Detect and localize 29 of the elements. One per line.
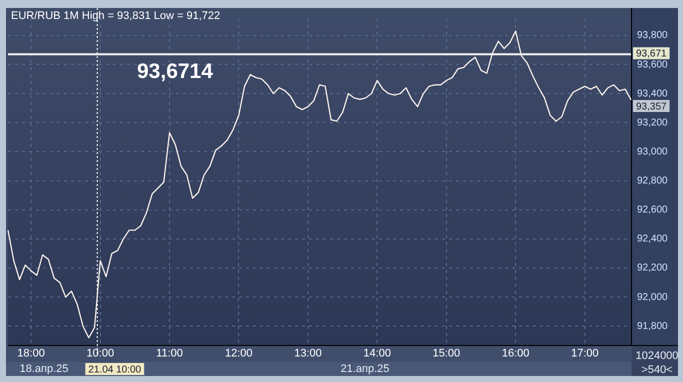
y-tick-label: 92,800: [637, 176, 668, 187]
x-tick-label: 18:00: [17, 348, 45, 360]
y-tick-label: 92,600: [637, 204, 668, 216]
y-tick-label: 91,800: [637, 320, 668, 332]
y-tick-label: 93,600: [637, 59, 668, 70]
x-tick-label: 16:00: [502, 348, 530, 360]
x-tick-label: 11:00: [156, 348, 183, 360]
ref-line-label: 21.04 10:00: [88, 364, 142, 376]
text: >540<: [641, 364, 673, 376]
ref-line-label: 93,671: [636, 48, 668, 60]
x-tick-label: 14:00: [363, 348, 391, 360]
x-tick-label: 15:00: [432, 348, 460, 360]
y-tick-label: 93,400: [637, 88, 668, 100]
x-tick-label: 12:00: [224, 348, 253, 360]
annotation: 93,6714: [137, 60, 214, 83]
text: 21.апр.25: [340, 363, 390, 376]
x-tick-label: 10:00: [86, 348, 114, 360]
y-tick-label: 93,000: [637, 146, 668, 158]
y-tick-label: 93,200: [637, 117, 668, 128]
text: 1024000: [636, 350, 678, 362]
x-tick-label: 17:00: [571, 348, 599, 360]
x-tick-label: 13:00: [294, 348, 322, 360]
text: 18.апр.25: [20, 363, 68, 376]
y-tick-label: 93,800: [637, 30, 668, 42]
text: 93,357: [636, 101, 668, 112]
chart-title: EUR/RUB 1M High = 93,831 Low = 91,722: [11, 10, 220, 22]
y-tick-label: 92,200: [637, 262, 668, 274]
y-tick-label: 92,000: [637, 292, 668, 303]
y-tick-label: 92,400: [637, 234, 668, 245]
